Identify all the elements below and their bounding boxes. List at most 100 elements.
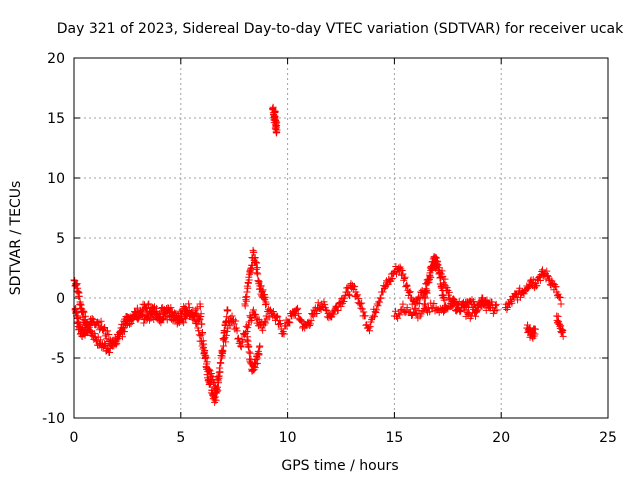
data-point [126, 320, 134, 328]
data-point [261, 293, 269, 301]
data-point [283, 322, 291, 330]
data-point [387, 277, 395, 285]
data-point [492, 302, 500, 310]
data-point [194, 311, 202, 319]
x-tick-label: 20 [492, 430, 510, 446]
data-point [233, 327, 241, 335]
data-point [244, 279, 252, 287]
x-tick-label: 10 [279, 430, 297, 446]
data-point [202, 354, 210, 362]
data-point [221, 328, 229, 336]
data-point [232, 324, 240, 332]
data-point [398, 271, 406, 279]
data-point [112, 341, 120, 349]
data-point [214, 386, 222, 394]
data-point [294, 304, 302, 312]
data-point [441, 275, 449, 283]
data-point [459, 300, 467, 308]
data-point [217, 359, 225, 367]
data-point [358, 305, 366, 313]
data-point [217, 354, 225, 362]
data-point [173, 312, 181, 320]
data-point [559, 332, 567, 340]
data-point [182, 315, 190, 323]
data-point [253, 259, 261, 267]
data-point [353, 291, 361, 299]
data-point [357, 304, 365, 312]
data-point [122, 321, 130, 329]
data-point [443, 284, 451, 292]
data-point [421, 294, 429, 302]
data-point [432, 253, 440, 261]
data-point [232, 317, 240, 325]
data-point [254, 270, 262, 278]
data-point [220, 336, 228, 344]
x-tick-label: 25 [599, 430, 617, 446]
data-point [224, 306, 232, 314]
data-point [140, 319, 148, 327]
data-point [556, 294, 564, 302]
data-point [377, 294, 385, 302]
data-point [246, 349, 254, 357]
data-point [529, 276, 537, 284]
data-point [432, 254, 440, 262]
data-point [165, 304, 173, 312]
data-point [247, 316, 255, 324]
data-point [121, 328, 129, 336]
data-point [430, 300, 438, 308]
data-point [242, 329, 250, 337]
data-point [276, 320, 284, 328]
data-point [450, 296, 458, 304]
data-point [241, 302, 249, 310]
data-point [366, 323, 374, 331]
data-point [97, 317, 105, 325]
data-point [212, 396, 220, 404]
data-point [454, 301, 462, 309]
data-point [487, 304, 495, 312]
data-point [230, 320, 238, 328]
data-point [291, 311, 299, 319]
data-point [100, 325, 108, 333]
data-point [75, 292, 83, 300]
data-point [351, 282, 359, 290]
data-point [554, 319, 562, 327]
y-axis-label: SDTVAR / TECUs [8, 181, 24, 296]
x-tick-label: 15 [385, 430, 403, 446]
data-point [292, 306, 300, 314]
data-point [345, 290, 353, 298]
data-point [443, 304, 451, 312]
data-point [113, 339, 121, 347]
data-point [196, 316, 204, 324]
data-point [259, 326, 267, 334]
data-point [294, 310, 302, 318]
data-point [485, 300, 493, 308]
data-point [267, 306, 275, 314]
data-point [373, 306, 381, 314]
data-point [91, 330, 99, 338]
data-point [346, 292, 354, 300]
data-point [93, 318, 101, 326]
data-point [106, 348, 114, 356]
data-point [234, 334, 242, 342]
y-tick-label: -10 [42, 411, 65, 427]
data-point [199, 329, 207, 337]
data-points [70, 103, 567, 406]
chart-title: Day 321 of 2023, Sidereal Day-to-day VTE… [57, 21, 624, 37]
data-point [473, 307, 481, 315]
data-point [370, 312, 378, 320]
x-tick-label: 5 [176, 430, 185, 446]
data-point [196, 303, 204, 311]
data-point [216, 368, 224, 376]
data-point [246, 357, 254, 365]
y-tick-label: 5 [56, 231, 65, 247]
data-point [543, 267, 551, 275]
data-point [398, 267, 406, 275]
data-point [255, 278, 263, 286]
data-point [274, 313, 282, 321]
data-point [474, 306, 482, 314]
data-point [280, 330, 288, 338]
data-point [285, 318, 293, 326]
data-point [207, 377, 215, 385]
y-tick-label: 20 [47, 51, 65, 67]
data-point [340, 297, 348, 305]
